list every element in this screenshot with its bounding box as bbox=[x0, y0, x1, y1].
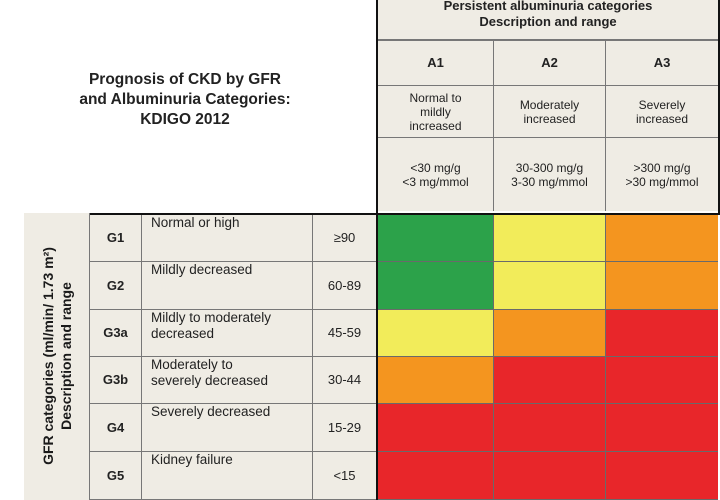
albuminuria-code-a3: A3 bbox=[606, 40, 718, 86]
gfr-row-g3a-code: G3a bbox=[90, 310, 142, 357]
title-line-3: KDIGO 2012 bbox=[140, 111, 230, 128]
albuminuria-header-line-2: Description and range bbox=[479, 13, 617, 29]
gfr-desc-line: Moderately to bbox=[151, 357, 233, 372]
gfr-row-g3a-range: 45-59 bbox=[313, 310, 376, 357]
risk-cell-g3a-a2 bbox=[494, 310, 606, 357]
risk-cell-g3b-a1 bbox=[378, 357, 494, 404]
gfr-row-g2-description: Mildly decreased bbox=[142, 262, 313, 310]
albuminuria-desc-a3: Severely increased bbox=[606, 86, 718, 138]
gfr-desc-line: Normal or high bbox=[151, 215, 240, 230]
gfr-row-g1-code: G1 bbox=[90, 215, 142, 262]
gfr-row-g1-range: ≥90 bbox=[313, 215, 376, 262]
risk-cell-g1-a3 bbox=[606, 215, 718, 262]
gfr-row-g1-description: Normal or high bbox=[142, 215, 313, 262]
albuminuria-header-title: Persistent albuminuria categories Descri… bbox=[378, 0, 718, 40]
risk-cell-g4-a2 bbox=[494, 404, 606, 452]
risk-cell-g3b-a2 bbox=[494, 357, 606, 404]
albuminuria-range-a3: >300 mg/g >30 mg/mmol bbox=[606, 138, 718, 211]
albuminuria-desc-line: increased bbox=[409, 118, 462, 133]
gfr-desc-line: Mildly decreased bbox=[151, 262, 253, 277]
risk-cell-g3a-a3 bbox=[606, 310, 718, 357]
gfr-row-g4-range: 15-29 bbox=[313, 404, 376, 452]
albuminuria-range-line: >300 mg/g bbox=[633, 160, 691, 175]
gfr-row-g2-range: 60-89 bbox=[313, 262, 376, 310]
risk-cell-g3b-a3 bbox=[606, 357, 718, 404]
gfr-row-g5-range: <15 bbox=[313, 452, 376, 500]
risk-cell-g3a-a1 bbox=[378, 310, 494, 357]
gfr-axis-label: GFR categories (ml/min/ 1.73 m²) Descrip… bbox=[24, 213, 90, 500]
gfr-row-g4-code: G4 bbox=[90, 404, 142, 452]
albuminuria-range-line: <30 mg/g bbox=[410, 160, 461, 175]
albuminuria-desc-line: increased bbox=[635, 111, 689, 126]
risk-cell-g4-a3 bbox=[606, 404, 718, 452]
figure-title: Prognosis of CKD by GFR and Albuminuria … bbox=[40, 70, 330, 130]
risk-cell-g5-a2 bbox=[494, 452, 606, 500]
risk-cell-g1-a1 bbox=[378, 215, 494, 262]
gfr-desc-line: Mildly to moderately bbox=[151, 310, 272, 325]
gfr-desc-line: Kidney failure bbox=[151, 452, 233, 467]
albuminuria-range-line: >30 mg/mmol bbox=[625, 174, 699, 189]
gfr-row-g5-description: Kidney failure bbox=[142, 452, 313, 500]
gfr-row-g4-description: Severely decreased bbox=[142, 404, 313, 452]
albuminuria-desc-line: Normal to bbox=[409, 90, 462, 105]
albuminuria-code-a1: A1 bbox=[378, 40, 494, 86]
gfr-desc-line: decreased bbox=[151, 326, 215, 341]
albuminuria-desc-line: Severely bbox=[638, 97, 686, 112]
risk-cell-g1-a2 bbox=[494, 215, 606, 262]
risk-cell-g5-a1 bbox=[378, 452, 494, 500]
risk-cell-g2-a3 bbox=[606, 262, 718, 310]
gfr-desc-line: severely decreased bbox=[151, 373, 269, 388]
gfr-row-g3b-description: Moderately to severely decreased bbox=[142, 357, 313, 404]
gfr-desc-line: Severely decreased bbox=[151, 404, 271, 419]
gfr-axis-line-2: Description and range bbox=[58, 282, 74, 430]
albuminuria-range-line: <3 mg/mmol bbox=[402, 174, 469, 189]
gfr-row-g2-code: G2 bbox=[90, 262, 142, 310]
albuminuria-header: Persistent albuminuria categories Descri… bbox=[376, 0, 720, 213]
gfr-row-g3a-description: Mildly to moderately decreased bbox=[142, 310, 313, 357]
title-line-2: and Albuminuria Categories: bbox=[79, 91, 291, 108]
albuminuria-range-line: 3-30 mg/mmol bbox=[511, 174, 588, 189]
albuminuria-desc-line: increased bbox=[523, 111, 576, 126]
albuminuria-desc-line: mildly bbox=[420, 104, 451, 119]
risk-cell-g2-a2 bbox=[494, 262, 606, 310]
albuminuria-header-line-1: Persistent albuminuria categories bbox=[443, 0, 653, 13]
albuminuria-desc-a2: Moderately increased bbox=[494, 86, 606, 138]
gfr-axis-line-1: GFR categories (ml/min/ 1.73 m²) bbox=[40, 247, 56, 465]
title-line-1: Prognosis of CKD by GFR bbox=[88, 71, 282, 88]
gfr-row-g3b-code: G3b bbox=[90, 357, 142, 404]
albuminuria-range-a1: <30 mg/g <3 mg/mmol bbox=[378, 138, 494, 211]
albuminuria-desc-a1: Normal to mildly increased bbox=[378, 86, 494, 138]
albuminuria-code-a2: A2 bbox=[494, 40, 606, 86]
gfr-row-g3b-range: 30-44 bbox=[313, 357, 376, 404]
albuminuria-range-a2: 30-300 mg/g 3-30 mg/mmol bbox=[494, 138, 606, 211]
albuminuria-desc-line: Moderately bbox=[519, 97, 580, 112]
risk-heatmap bbox=[376, 213, 720, 500]
risk-cell-g4-a1 bbox=[378, 404, 494, 452]
risk-cell-g2-a1 bbox=[378, 262, 494, 310]
risk-cell-g5-a3 bbox=[606, 452, 718, 500]
albuminuria-range-line: 30-300 mg/g bbox=[515, 160, 584, 175]
gfr-row-g5-code: G5 bbox=[90, 452, 142, 500]
